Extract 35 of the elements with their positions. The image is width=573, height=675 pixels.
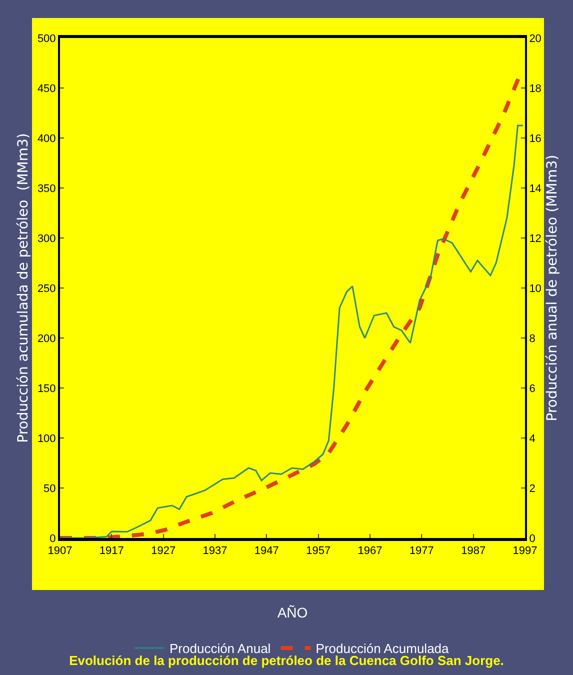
y2-tick-label: 18 (529, 82, 542, 95)
y-tick-label: 50 (44, 482, 56, 495)
x-tick-label: 1957 (306, 545, 331, 558)
y-tick-label: 0 (50, 532, 56, 545)
y2-tick-label: 6 (529, 382, 536, 395)
x-tick-label: 1987 (461, 545, 486, 558)
x-tick-label: 1937 (202, 545, 228, 558)
y-tick-label: 150 (37, 382, 56, 395)
y-tick-label: 500 (37, 32, 56, 45)
x-tick-label: 1967 (358, 545, 382, 558)
y-tick-label: 400 (37, 132, 56, 145)
x-tick-label: 1927 (151, 545, 176, 558)
y2-tick-label: 14 (529, 182, 542, 195)
x-tick-label: 1917 (99, 545, 124, 558)
y2-tick-label: 12 (529, 232, 542, 245)
y2-tick-label: 16 (529, 132, 542, 145)
x-tick-label: 1997 (512, 545, 538, 558)
y2-tick-label: 4 (529, 432, 536, 445)
y-tick-label: 100 (37, 432, 56, 445)
y-tick-label: 250 (37, 282, 56, 295)
x-axis-title: AÑO (277, 604, 308, 620)
y2-tick-label: 10 (529, 282, 542, 295)
y-axis-title: Producción acumulada de petróleo (MMm3) (16, 133, 32, 443)
y-tick-label: 450 (37, 82, 56, 95)
y-tick-label: 200 (37, 332, 56, 345)
x-tick-label: 1947 (254, 545, 279, 558)
y2-tick-label: 0 (529, 532, 536, 545)
y-tick-label: 300 (37, 232, 56, 245)
x-tick-label: 1977 (409, 545, 434, 558)
y2-tick-label: 20 (529, 32, 542, 45)
y2-tick-label: 2 (529, 482, 536, 495)
x-tick-label: 1907 (48, 545, 72, 558)
y-tick-label: 350 (37, 182, 56, 195)
y2-tick-label: 8 (529, 332, 536, 345)
y2-axis-title: Producción anual de petróleo (MMm3) (544, 154, 560, 422)
